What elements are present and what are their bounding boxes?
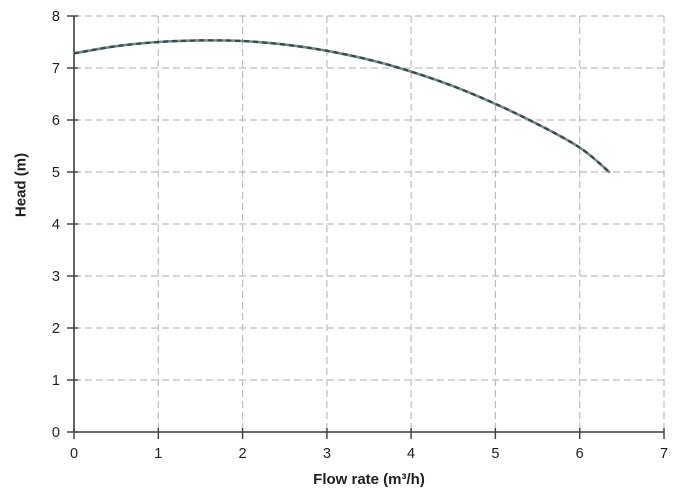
- y-tick-label: 4: [52, 217, 60, 233]
- pump-curve-base: [72, 39, 611, 174]
- y-tick-label: 7: [52, 61, 60, 77]
- y-tick-label: 1: [52, 373, 60, 389]
- y-axis-title: Head (m): [12, 152, 30, 218]
- x-tick-label: 4: [407, 446, 415, 462]
- x-tick-label: 0: [70, 446, 78, 462]
- x-tick-label: 6: [576, 446, 584, 462]
- y-tick-label: 0: [52, 425, 60, 441]
- x-tick-label: 1: [154, 446, 162, 462]
- x-tick-label: 7: [660, 446, 668, 462]
- x-tick-label: 3: [323, 446, 331, 462]
- x-tick-label: 2: [239, 446, 247, 462]
- y-tick-label: 3: [52, 269, 60, 285]
- y-tick-label: 6: [52, 113, 60, 129]
- x-axis-title: Flow rate (m³/h): [313, 471, 425, 488]
- x-tick-label: 5: [491, 446, 499, 462]
- y-tick-label: 5: [52, 165, 60, 181]
- y-tick-label: 2: [52, 321, 60, 337]
- pump-curve-dash-overlay: [73, 39, 610, 173]
- y-tick-label: 8: [52, 9, 60, 25]
